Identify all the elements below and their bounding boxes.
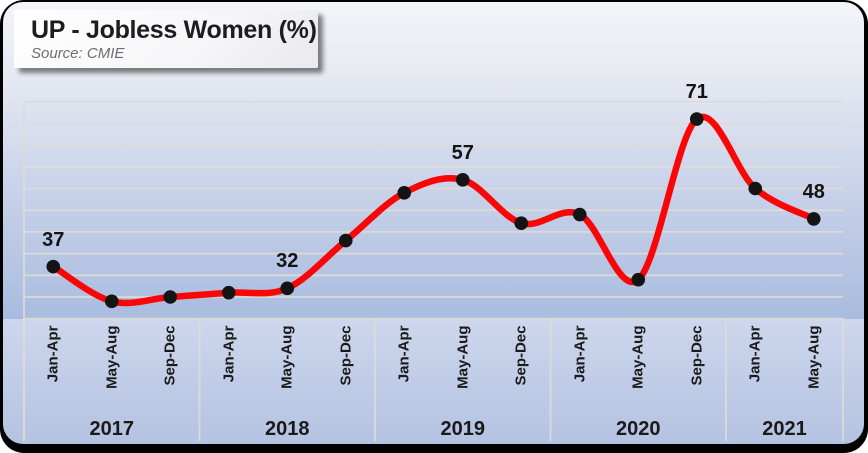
- data-point-marker: [748, 181, 763, 196]
- data-point-marker: [689, 112, 704, 126]
- data-point-marker: [455, 173, 470, 187]
- data-point-marker: [221, 285, 236, 300]
- data-point-marker: [338, 233, 353, 248]
- chart-title: UP - Jobless Women (%): [31, 16, 317, 44]
- data-point-marker: [397, 186, 412, 200]
- chart-source: Source: CMIE: [31, 45, 125, 62]
- data-point-marker: [280, 281, 295, 296]
- data-point-marker: [806, 212, 821, 226]
- data-point-marker: [514, 216, 529, 231]
- data-point-marker: [46, 259, 61, 274]
- chart-canvas: [3, 2, 864, 444]
- data-point-marker: [572, 207, 587, 222]
- data-point-marker: [104, 294, 119, 309]
- data-point-marker: [163, 290, 178, 304]
- axis-table-background: [3, 319, 864, 444]
- data-point-marker: [631, 272, 646, 287]
- title-box: UP - Jobless Women (%) Source: CMIE: [14, 10, 318, 68]
